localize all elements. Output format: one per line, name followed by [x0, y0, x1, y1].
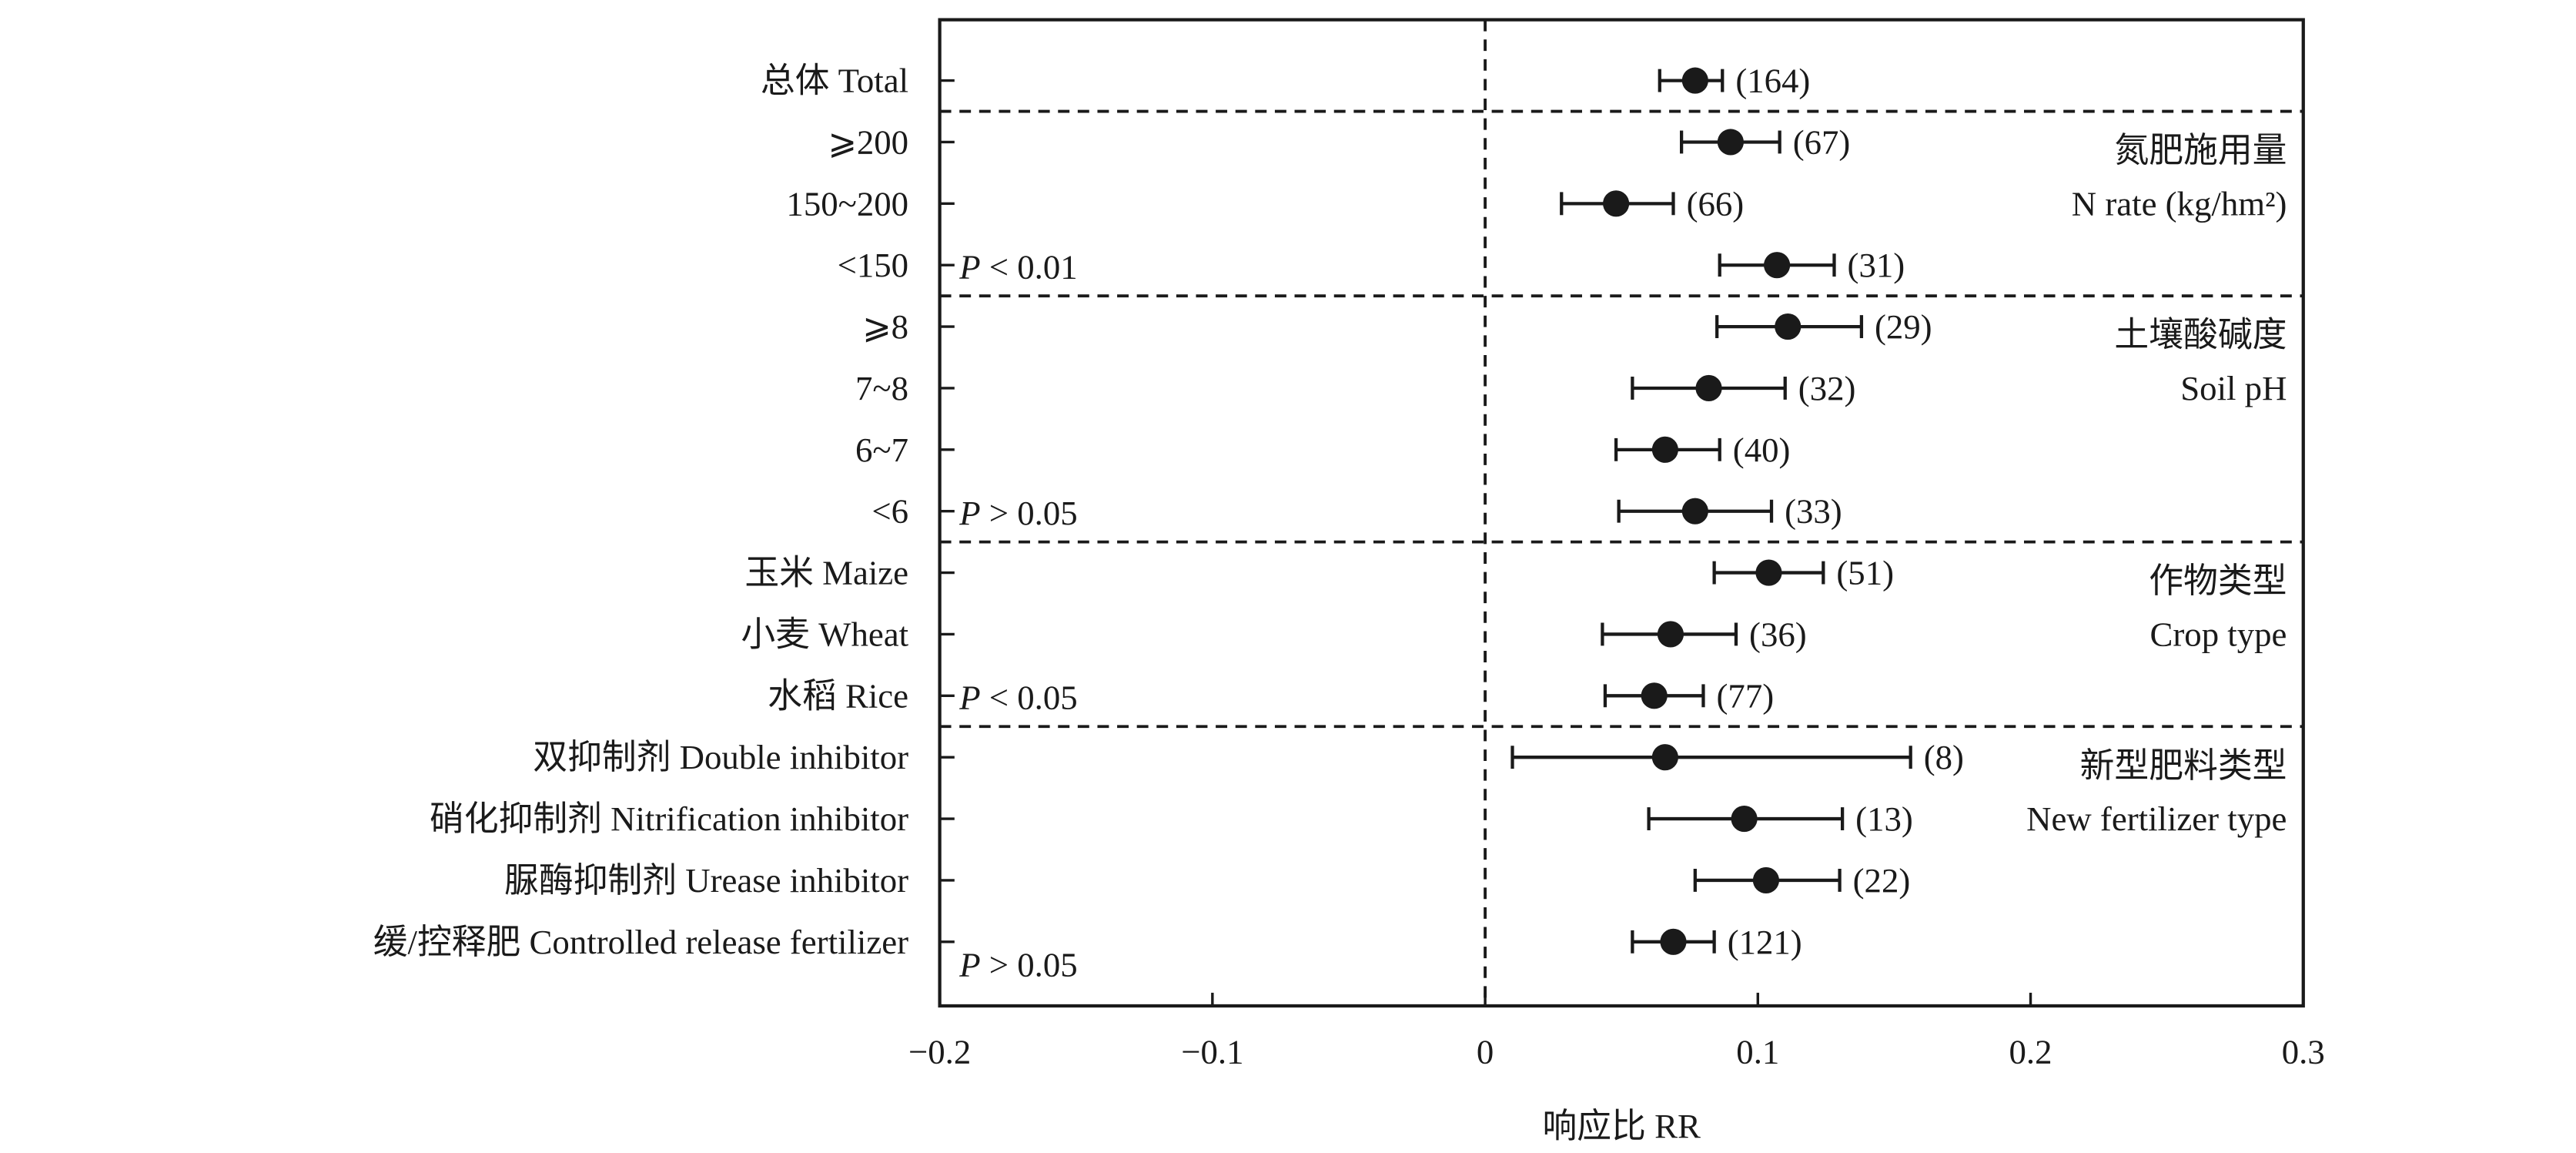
group-title: 新型肥料类型: [2080, 746, 2287, 785]
x-tick-label: 0.2: [2009, 1033, 2052, 1071]
row-label: ⩾200: [828, 122, 908, 161]
rr-point: [1641, 682, 1668, 709]
group-title: 作物类型: [2149, 561, 2287, 600]
p-value-text: < 0.01: [981, 247, 1078, 286]
p-value-text: < 0.05: [981, 678, 1078, 716]
row-label: <150: [838, 246, 908, 284]
sample-size-label: (121): [1728, 923, 1802, 961]
rr-point: [1681, 498, 1708, 525]
x-axis-label: 响应比 RR: [1543, 1107, 1701, 1145]
rr-point: [1731, 805, 1758, 833]
p-value-text: > 0.05: [981, 946, 1078, 984]
p-value-text: > 0.05: [981, 494, 1078, 532]
sample-size-label: (22): [1853, 861, 1911, 900]
x-tick-label: 0.1: [1736, 1033, 1779, 1071]
p-value-label: P > 0.05: [958, 946, 1077, 984]
x-tick-label: 0: [1477, 1033, 1494, 1071]
row-label: 水稻 Rice: [768, 676, 908, 715]
sample-size-label: (40): [1733, 431, 1791, 469]
group-subtitle: N rate (kg/hm²): [2072, 184, 2287, 223]
row-label: 小麦 Wheat: [741, 615, 908, 653]
rr-point: [1660, 928, 1687, 955]
row-label: 总体 Total: [761, 62, 908, 100]
sample-size-label: (13): [1855, 799, 1913, 838]
row-label: 硝化抑制剂 Nitrification inhibitor: [430, 799, 908, 838]
sample-size-label: (77): [1717, 676, 1775, 715]
sample-size-label: (51): [1836, 554, 1894, 592]
rr-point: [1717, 129, 1744, 156]
rr-point: [1755, 559, 1782, 586]
rr-point: [1695, 374, 1722, 402]
row-label: ⩾8: [862, 307, 908, 346]
sample-size-label: (66): [1687, 184, 1745, 223]
x-tick-label: 0.3: [2282, 1033, 2325, 1071]
sample-size-label: (31): [1848, 246, 1905, 284]
p-value-label: P < 0.01: [958, 247, 1077, 286]
rr-point: [1775, 313, 1802, 340]
group-title: 氮肥施用量: [2114, 131, 2287, 169]
row-label: 脲酶抑制剂 Urease inhibitor: [504, 861, 908, 900]
row-label: 玉米 Maize: [744, 554, 908, 592]
rr-point: [1681, 67, 1708, 94]
row-label: 150~200: [786, 184, 908, 223]
sample-size-label: (36): [1749, 615, 1807, 653]
group-title: 土壤酸碱度: [2114, 316, 2287, 354]
row-label: 缓/控释肥 Controlled release fertilizer: [373, 923, 908, 961]
rr-point: [1651, 436, 1678, 463]
plot-frame: [938, 18, 2305, 1008]
sample-size-label: (67): [1793, 122, 1851, 161]
sample-size-label: (32): [1798, 369, 1856, 407]
group-subtitle: New fertilizer type: [2026, 799, 2287, 838]
row-label: 6~7: [855, 431, 908, 469]
plot-marks: −0.2 −0.1 0 0.1 0.2 0.3 总体 Total (164) ⩾200 (67) 1…: [373, 19, 2325, 1071]
sample-size-label: (33): [1785, 492, 1842, 531]
rr-point: [1651, 744, 1678, 771]
p-symbol: P: [958, 946, 980, 984]
rr-point: [1752, 866, 1780, 894]
p-symbol: P: [958, 247, 980, 286]
row-label: <6: [871, 492, 908, 531]
rr-point: [1657, 621, 1684, 648]
row-label: 双抑制剂 Double inhibitor: [533, 738, 908, 776]
sample-size-label: (29): [1875, 307, 1932, 346]
row-label: 7~8: [855, 369, 908, 407]
x-tick-label: −0.2: [908, 1033, 971, 1071]
p-value-label: P < 0.05: [958, 678, 1077, 716]
p-symbol: P: [958, 678, 980, 716]
group-subtitle: Crop type: [2150, 615, 2287, 653]
rr-point: [1603, 190, 1630, 217]
sample-size-label: (8): [1924, 738, 1964, 776]
x-tick-label: −0.1: [1181, 1033, 1243, 1071]
rr-point: [1764, 252, 1791, 279]
sample-size-label: (164): [1735, 62, 1810, 100]
p-symbol: P: [958, 494, 980, 532]
group-subtitle: Soil pH: [2180, 369, 2287, 407]
p-value-label: P > 0.05: [958, 494, 1077, 532]
